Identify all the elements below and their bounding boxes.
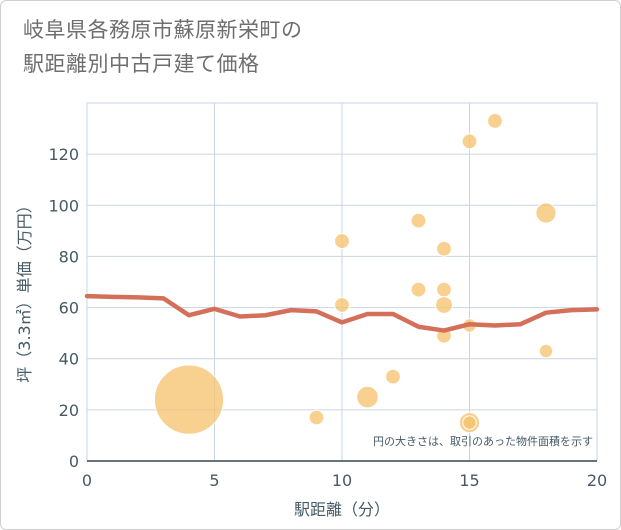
series-layer — [84, 293, 600, 333]
data-bubble — [436, 240, 452, 257]
data-bubble — [461, 133, 478, 150]
chart-title-line2: 駅距離別中古戸建て価格 — [23, 52, 260, 76]
data-bubble — [487, 113, 503, 129]
y-tick-label: 20 — [59, 401, 79, 420]
data-bubble — [435, 296, 453, 314]
data-bubble — [334, 297, 350, 313]
average-price-line — [84, 293, 600, 333]
data-bubble — [410, 281, 427, 298]
y-tick-label: 60 — [59, 299, 79, 318]
data-bubble — [538, 343, 554, 359]
y-tick-label: 100 — [48, 196, 79, 215]
size-note: 円の大きさは、取引のあった物件面積を示す — [373, 434, 593, 448]
data-bubble — [535, 202, 557, 224]
data-bubble — [153, 364, 225, 435]
x-tick-label: 20 — [587, 471, 607, 490]
data-bubble — [436, 281, 452, 298]
data-bubble — [385, 368, 401, 385]
y-tick-label: 120 — [48, 145, 79, 164]
x-tick-label: 5 — [209, 471, 219, 490]
data-bubble — [308, 409, 325, 426]
bubble-layer — [153, 113, 557, 435]
chart-title-line1: 岐阜県各務原市蘇原新栄町の — [23, 18, 303, 42]
data-bubble — [334, 233, 350, 249]
y-tick-label: 0 — [69, 452, 79, 471]
data-bubble — [356, 385, 379, 409]
x-axis-label: 駅距離（分） — [294, 500, 390, 519]
y-axis-label: 坪（3.3㎡）単価（万円） — [15, 197, 34, 382]
chart-title: 岐阜県各務原市蘇原新栄町の 駅距離別中古戸建て価格 — [23, 13, 303, 81]
x-tick-label: 0 — [82, 471, 92, 490]
x-tick-label: 10 — [332, 471, 352, 490]
x-tick-label: 15 — [459, 471, 479, 490]
tick-labels: 0 20 40 60 80 100 120 0 5 10 15 20 — [48, 145, 607, 490]
y-tick-label: 80 — [59, 247, 79, 266]
y-tick-label: 40 — [59, 350, 79, 369]
data-bubble — [410, 212, 427, 229]
data-bubble — [462, 415, 477, 430]
